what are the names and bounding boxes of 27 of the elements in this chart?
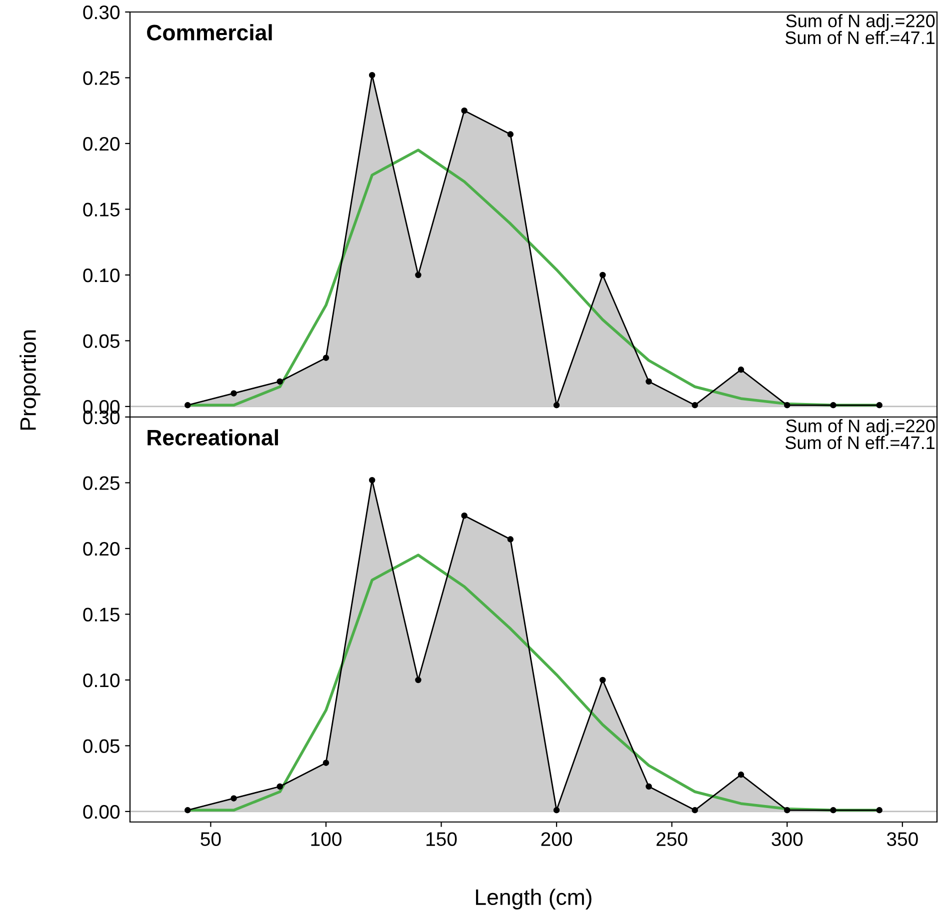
- y-tick-label: 0.00: [83, 804, 120, 819]
- x-tick-label: 150: [426, 832, 457, 846]
- annotation: Sum of N eff.=47.1: [785, 436, 935, 450]
- y-tick-label: 0.20: [83, 136, 120, 151]
- y-tick-label: 0.30: [83, 5, 120, 20]
- x-tick-label: 200: [541, 832, 572, 846]
- x-tick-label: 50: [200, 832, 221, 846]
- y-tick-label: 0.10: [83, 268, 120, 282]
- x-axis-title: Length (cm): [476, 888, 592, 910]
- y-tick-label: 0.20: [83, 542, 120, 556]
- x-tick-label: 100: [311, 832, 342, 846]
- annotation: Sum of N eff.=47.1: [785, 30, 935, 44]
- y-tick-label: 0.05: [83, 739, 120, 753]
- x-tick-label: 300: [772, 832, 803, 846]
- y-tick-label: 0.10: [83, 673, 120, 688]
- y-axis-title: Proportion: [20, 330, 40, 430]
- x-tick-label: 250: [656, 832, 688, 846]
- annotation: Sum of N adj.=220: [786, 14, 935, 31]
- y-tick-label: 0.05: [83, 334, 120, 348]
- annotation: Sum of N adj.=220: [786, 419, 935, 436]
- chart-title: Recreational: [148, 429, 278, 446]
- y-tick-label: 0.25: [83, 71, 120, 85]
- x-tick-label: 350: [886, 832, 918, 846]
- y-tick-label: 0.15: [83, 608, 120, 622]
- chart-title: Commercial: [147, 24, 272, 40]
- y-tick-label: 0.25: [83, 476, 120, 490]
- y-tick-label: 0.15: [83, 202, 120, 216]
